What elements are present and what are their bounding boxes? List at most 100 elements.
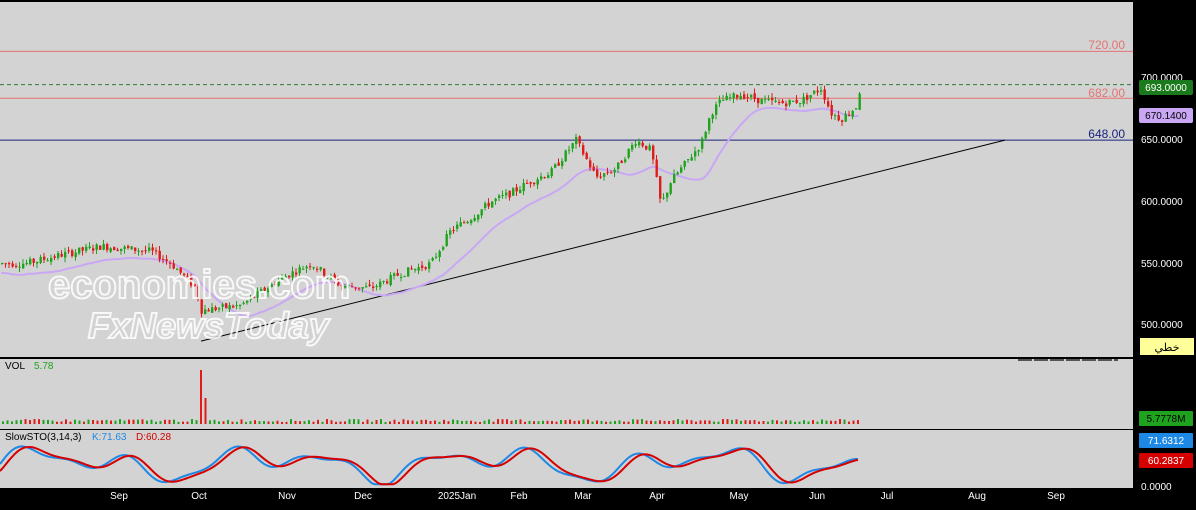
candle-body xyxy=(71,250,74,256)
candle-body xyxy=(351,286,354,288)
candle-body xyxy=(452,230,455,232)
candle-body xyxy=(337,279,340,286)
candle-body xyxy=(554,164,557,168)
volume-bar xyxy=(438,421,441,424)
volume-bar xyxy=(663,420,666,424)
volume-bar xyxy=(524,421,526,424)
volume-bar xyxy=(722,419,724,424)
month-sep-2: Sep xyxy=(1047,491,1065,502)
volume-bar xyxy=(614,420,616,424)
volume-bar xyxy=(38,419,40,424)
price-tick-500: 500.0000 xyxy=(1141,320,1183,331)
candle-body xyxy=(820,90,823,92)
month-mar: Mar xyxy=(574,491,592,502)
candle-body xyxy=(438,251,441,258)
volume-bar xyxy=(560,420,562,424)
candle-body xyxy=(781,100,784,104)
volume-bar xyxy=(578,420,580,424)
candle-body xyxy=(750,95,753,98)
candle-body xyxy=(697,150,700,152)
svg-text:71.6312: 71.6312 xyxy=(1148,436,1185,447)
volume-bar xyxy=(623,421,625,424)
volume-bars xyxy=(2,370,859,424)
candle-body xyxy=(127,245,130,248)
candle-body xyxy=(830,104,833,116)
stochastic-lines xyxy=(0,445,859,486)
candle-body xyxy=(631,144,634,150)
candle-body xyxy=(736,94,739,98)
volume-bar xyxy=(821,419,823,424)
volume-bar xyxy=(429,420,432,424)
price-tick-700: 700.0000 xyxy=(1141,73,1183,84)
volume-bar xyxy=(51,420,54,424)
candle-body xyxy=(718,99,721,104)
volume-bar xyxy=(114,420,117,424)
volume-panel[interactable] xyxy=(0,359,1133,429)
price-tick-650: 650.0000 xyxy=(1141,135,1183,146)
candle-body xyxy=(417,267,420,271)
candle-body xyxy=(445,234,448,246)
price-badge-ma: 670.1400 xyxy=(1139,108,1193,123)
volume-bar xyxy=(303,421,306,424)
candle-body xyxy=(568,149,571,151)
candle-body xyxy=(680,167,683,173)
volume-bar xyxy=(470,420,472,424)
volume-value: 5.78 xyxy=(34,361,54,372)
volume-bar xyxy=(384,421,387,424)
candle-body xyxy=(662,197,665,199)
candle-body xyxy=(249,297,252,300)
volume-bar xyxy=(105,419,108,424)
candle-body xyxy=(435,256,438,258)
volume-bar xyxy=(231,421,234,424)
candle-body xyxy=(179,267,182,273)
volume-bar xyxy=(308,420,310,424)
candle-body xyxy=(130,246,133,250)
volume-bar xyxy=(42,419,45,424)
candle-body xyxy=(760,98,763,105)
volume-bar xyxy=(668,420,670,424)
volume-bar xyxy=(749,420,751,424)
volume-bar xyxy=(834,420,837,424)
candle-body xyxy=(788,99,791,105)
volume-bar xyxy=(150,419,153,424)
chart-type-button[interactable]: خطي xyxy=(1140,338,1194,355)
volume-bar xyxy=(285,421,288,424)
candle-body xyxy=(239,304,242,306)
volume-bar xyxy=(321,421,324,424)
volume-bar xyxy=(744,420,747,424)
volume-bar xyxy=(510,420,513,424)
candle-body xyxy=(466,221,469,224)
candle-body xyxy=(753,93,756,100)
candle-body xyxy=(743,94,746,99)
watermark: economies.com FxNewsToday xyxy=(47,262,351,347)
volume-bar xyxy=(519,419,522,424)
volume-bar xyxy=(447,421,450,424)
candle-body xyxy=(589,160,592,168)
volume-bar xyxy=(254,420,256,424)
volume-bar xyxy=(128,419,130,424)
candle-body xyxy=(547,175,550,179)
candle-body xyxy=(624,159,627,163)
price-panel[interactable] xyxy=(0,2,1133,357)
candle-body xyxy=(428,262,431,269)
month-ticks: Sep Oct Nov Dec 2025Jan Feb Mar Apr May … xyxy=(110,491,1065,502)
candle-body xyxy=(498,195,501,198)
candle-body xyxy=(207,309,210,312)
candle-body xyxy=(792,100,795,102)
candle-body xyxy=(848,114,851,116)
volume-bar xyxy=(191,419,193,424)
volume-bar xyxy=(398,421,400,424)
month-feb: Feb xyxy=(510,491,528,502)
volume-bar xyxy=(483,420,486,424)
volume-bar xyxy=(627,421,630,424)
candle-body xyxy=(15,265,18,267)
volume-bar xyxy=(551,421,553,424)
time-axis[interactable] xyxy=(70,488,1134,505)
candle-body xyxy=(274,283,277,285)
trendline[interactable] xyxy=(200,139,1006,342)
volume-bar xyxy=(20,419,22,424)
volume-bar xyxy=(416,421,418,424)
volume-bar xyxy=(2,421,4,424)
volume-bar xyxy=(843,419,846,424)
